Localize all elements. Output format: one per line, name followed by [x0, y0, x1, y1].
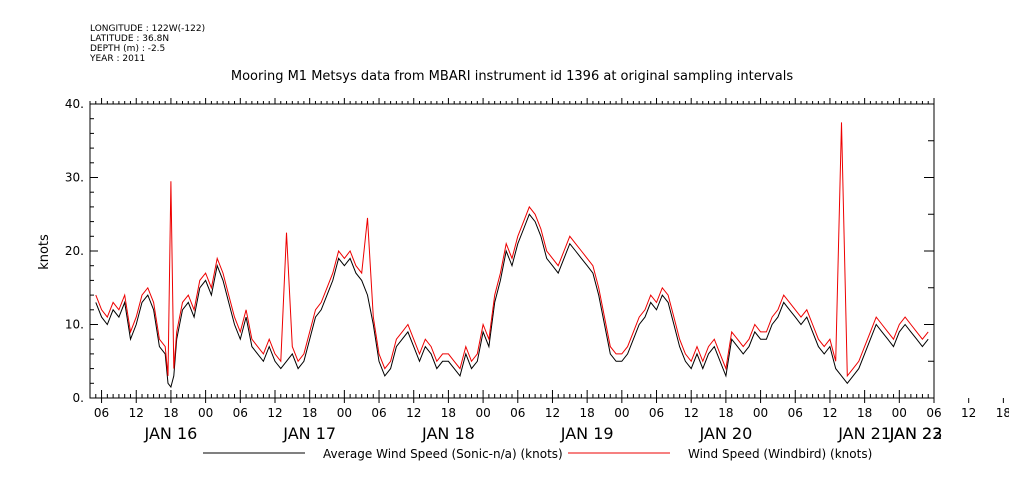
x-tick-label: 12	[961, 406, 976, 420]
x-day-label: JAN 21	[837, 424, 891, 443]
x-day-label: JAN 17	[282, 424, 336, 443]
x-tick-label: 06	[510, 406, 525, 420]
y-tick-label: 20.	[65, 244, 84, 258]
year-label: YEAR : 2011	[89, 54, 145, 64]
y-tick-label: 40.	[65, 97, 84, 111]
x-tick-label: 18	[857, 406, 872, 420]
x-tick-label: 12	[129, 406, 144, 420]
x-tick-label: 18	[163, 406, 178, 420]
x-axis: 06 12 18 00 06 12 18 00 06 12 18 00 06 12 18 00 06 12 18 00…	[89, 98, 1009, 443]
depth-label: DEPTH (m) : -2.5	[90, 44, 165, 54]
y-axis: 0. 10. 20. 30. 40.	[65, 97, 934, 405]
x-tick-label: 12	[406, 406, 421, 420]
y-tick-label: 30.	[65, 171, 84, 185]
x-tick-label: 00	[892, 406, 907, 420]
x-tick-label: 00	[337, 406, 352, 420]
legend: Average Wind Speed (Sonic-n/a) (knots) W…	[203, 447, 872, 461]
y-tick-label: 0.	[73, 391, 84, 405]
x-tick-label: 06	[371, 406, 386, 420]
x-tick-label: 18	[302, 406, 317, 420]
y-axis-label: knots	[37, 234, 52, 270]
legend-label-windbird: Wind Speed (Windbird) (knots)	[688, 447, 872, 461]
plot-area	[89, 103, 935, 399]
series-line-sonic	[95, 213, 929, 389]
x-tick-label: 18	[580, 406, 595, 420]
latitude-label: LATITUDE : 36.8N	[90, 34, 169, 44]
x-day-label: JAN 23	[889, 424, 943, 443]
x-tick-label: 12	[267, 406, 282, 420]
x-tick-label: 12	[822, 406, 837, 420]
x-day-label: JAN 18	[421, 424, 475, 443]
x-tick-label: 00	[475, 406, 490, 420]
x-day-label: JAN 22	[889, 424, 943, 443]
x-tick-label: 18	[996, 406, 1009, 420]
x-tick-label: 06	[926, 406, 941, 420]
series-layer	[95, 122, 929, 389]
x-tick-label: 00	[198, 406, 213, 420]
x-tick-label: 00	[753, 406, 768, 420]
x-tick-label: 06	[233, 406, 248, 420]
x-tick-label: 18	[441, 406, 456, 420]
x-day-label: JAN 19	[560, 424, 614, 443]
plot-frame	[89, 103, 935, 399]
x-tick-label: 12	[545, 406, 560, 420]
x-tick-label: 06	[788, 406, 803, 420]
x-tick-label: 12	[684, 406, 699, 420]
x-tick-label: 00	[614, 406, 629, 420]
x-tick-label: 06	[94, 406, 109, 420]
header-info: LONGITUDE : 122W(-122) LATITUDE : 36.8N …	[89, 24, 205, 64]
x-tick-label: 06	[649, 406, 664, 420]
x-day-label: JAN 20	[698, 424, 752, 443]
legend-label-sonic: Average Wind Speed (Sonic-n/a) (knots)	[323, 447, 563, 461]
chart-title: Mooring M1 Metsys data from MBARI instru…	[231, 69, 793, 84]
x-tick-label: 18	[718, 406, 733, 420]
x-day-label: JAN 16	[144, 424, 198, 443]
y-tick-label: 10.	[65, 318, 84, 332]
series-line-windbird	[95, 122, 929, 378]
longitude-label: LONGITUDE : 122W(-122)	[90, 24, 205, 34]
